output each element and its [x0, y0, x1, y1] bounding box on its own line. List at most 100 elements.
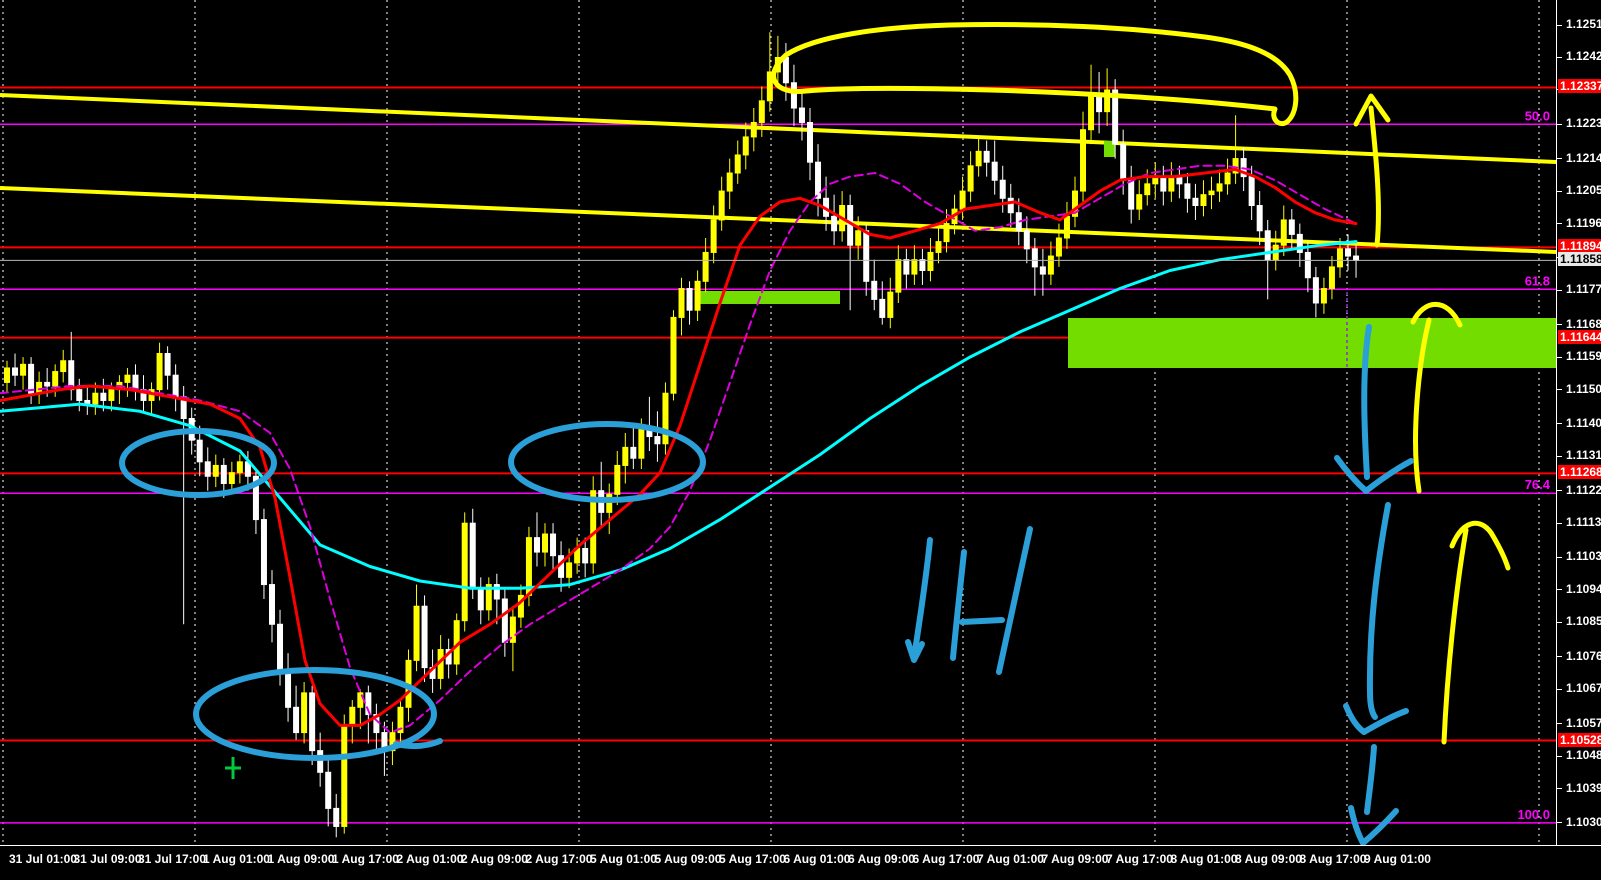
lower-descending-trendline[interactable]: [0, 186, 1556, 254]
candle-bear: [1345, 248, 1352, 257]
candle-bear: [1184, 183, 1191, 199]
blue-down-arrow-head[interactable]: [1334, 455, 1414, 494]
candle-bull: [1063, 215, 1070, 239]
candle-bear: [1160, 176, 1167, 192]
candle-bear: [1039, 266, 1046, 275]
blue-circle-annotation[interactable]: [193, 667, 437, 761]
candle-bull: [1224, 172, 1231, 185]
yellow-up-arrow[interactable]: [1413, 317, 1432, 494]
candle-bear: [172, 374, 179, 398]
candle-bull: [1216, 183, 1223, 192]
candle-bear: [879, 298, 886, 318]
y-axis-tick-label: 1.12420: [1566, 49, 1601, 64]
ih-letters-annotation[interactable]: [912, 537, 933, 654]
candle-bull: [413, 605, 420, 661]
candle-bear: [999, 179, 1006, 199]
candle-bull: [662, 392, 669, 445]
x-axis-tick-label: 8 Aug 09:00: [1235, 852, 1302, 866]
y-axis-tick-label: 1.10395: [1566, 780, 1601, 795]
y-axis-tick-label: 1.10485: [1566, 748, 1601, 763]
candle-bear: [12, 367, 19, 376]
y-axis-tick-label: 1.11590: [1566, 349, 1601, 364]
blue-down-arrow-head[interactable]: [1348, 805, 1399, 845]
y-axis-tick-mark: [1557, 723, 1562, 725]
candle-bear: [1248, 176, 1255, 207]
y-axis-tick-mark: [1557, 822, 1562, 824]
yellow-up-arrow[interactable]: [1368, 105, 1381, 248]
yellow-up-arrow-head[interactable]: [1353, 93, 1391, 127]
candle-bull: [766, 71, 773, 102]
candle-bear: [501, 598, 508, 643]
candle-bull: [1232, 158, 1239, 174]
green-zone-rect[interactable]: [1068, 318, 1556, 368]
candle-bear: [1256, 205, 1263, 232]
x-axis-tick-label: 31 Jul 01:00: [8, 852, 78, 866]
y-axis-tick-mark: [1557, 324, 1562, 326]
candle-bull: [678, 288, 685, 318]
candle-bull: [1168, 176, 1175, 192]
y-axis-tick-label: 1.10760: [1566, 648, 1601, 663]
ma-slow-cyan-line: [0, 240, 1358, 590]
price-level-badge: 1.11894: [1558, 239, 1601, 254]
y-axis-tick-mark: [1557, 123, 1562, 125]
y-axis-tick-mark: [1557, 688, 1562, 690]
candle-bear: [285, 670, 292, 708]
candle-bear: [533, 537, 540, 553]
y-axis-tick-mark: [1557, 423, 1562, 425]
yellow-highlight-blob[interactable]: [771, 22, 1299, 127]
y-axis-tick-label: 1.11500: [1566, 381, 1601, 396]
candle-bear: [1312, 277, 1319, 304]
candle-bear: [1288, 219, 1295, 235]
blue-circle-annotation[interactable]: [119, 428, 277, 498]
candle-bear: [325, 771, 332, 809]
candle-bull: [750, 121, 757, 138]
yellow-up-arrow-head[interactable]: [1449, 520, 1511, 571]
candle-bear: [268, 584, 275, 625]
candle-bull: [485, 584, 492, 611]
blue-circle-tail[interactable]: [393, 738, 443, 750]
candle-bull: [726, 172, 733, 192]
green-zone-rect[interactable]: [700, 291, 840, 304]
green-zone-rect[interactable]: [1104, 141, 1115, 157]
upper-descending-trendline[interactable]: [0, 93, 1556, 164]
blue-down-arrow[interactable]: [1366, 502, 1391, 720]
blue-down-arrow-head[interactable]: [1343, 703, 1409, 735]
candle-bear: [421, 605, 428, 669]
y-axis-tick-mark: [1557, 190, 1562, 192]
x-axis-tick-label: 31 Jul 17:00: [137, 852, 207, 866]
candle-bear: [807, 121, 813, 163]
ih-letters-annotation[interactable]: [950, 549, 967, 661]
yellow-up-arrow[interactable]: [1441, 527, 1469, 745]
price-axis[interactable]: 1.125101.124201.123301.122351.121401.120…: [1556, 0, 1601, 861]
candle-bear: [550, 533, 557, 557]
y-axis-tick-mark: [1557, 490, 1562, 492]
candle-bear: [220, 464, 227, 484]
ma-fast-red-line: [0, 167, 1358, 727]
yellow-up-arrow-head[interactable]: [1410, 302, 1463, 328]
y-axis-tick-label: 1.11035: [1566, 549, 1601, 564]
blue-down-arrow[interactable]: [1364, 744, 1377, 815]
fibonacci-level-label: 76.4: [1525, 477, 1551, 492]
candle-bull: [887, 291, 894, 318]
candle-bear: [277, 623, 284, 672]
ih-letters-annotation[interactable]: [959, 617, 1005, 625]
time-axis[interactable]: 31 Jul 01:00 31 Jul 09:00 31 Jul 17:00 1 Au…: [0, 845, 1601, 880]
ih-letters-annotation[interactable]: [905, 639, 925, 663]
candle-bull: [60, 360, 67, 373]
x-axis-tick-label: 5 Aug 09:00: [654, 852, 722, 866]
ma-dashed-magenta-line: [0, 164, 1357, 734]
blue-circle-annotation[interactable]: [508, 421, 706, 503]
candle-bull: [341, 724, 348, 827]
candle-bull: [52, 371, 59, 387]
x-axis-tick-label: 1 Aug 01:00: [203, 852, 270, 866]
ih-letters-annotation[interactable]: [996, 526, 1033, 675]
candle-bear: [293, 706, 300, 734]
candle-bull: [911, 259, 918, 275]
price-chart-plot[interactable]: 50.0 61.8 76.4 100.0: [0, 0, 1556, 845]
candle-bear: [1304, 251, 1311, 279]
blue-down-arrow[interactable]: [1361, 324, 1372, 480]
y-axis-tick-label: 1.11405: [1566, 415, 1601, 430]
y-axis-tick-label: 1.11315: [1566, 448, 1601, 463]
candle-bear: [260, 519, 267, 586]
candle-bull: [349, 706, 356, 726]
